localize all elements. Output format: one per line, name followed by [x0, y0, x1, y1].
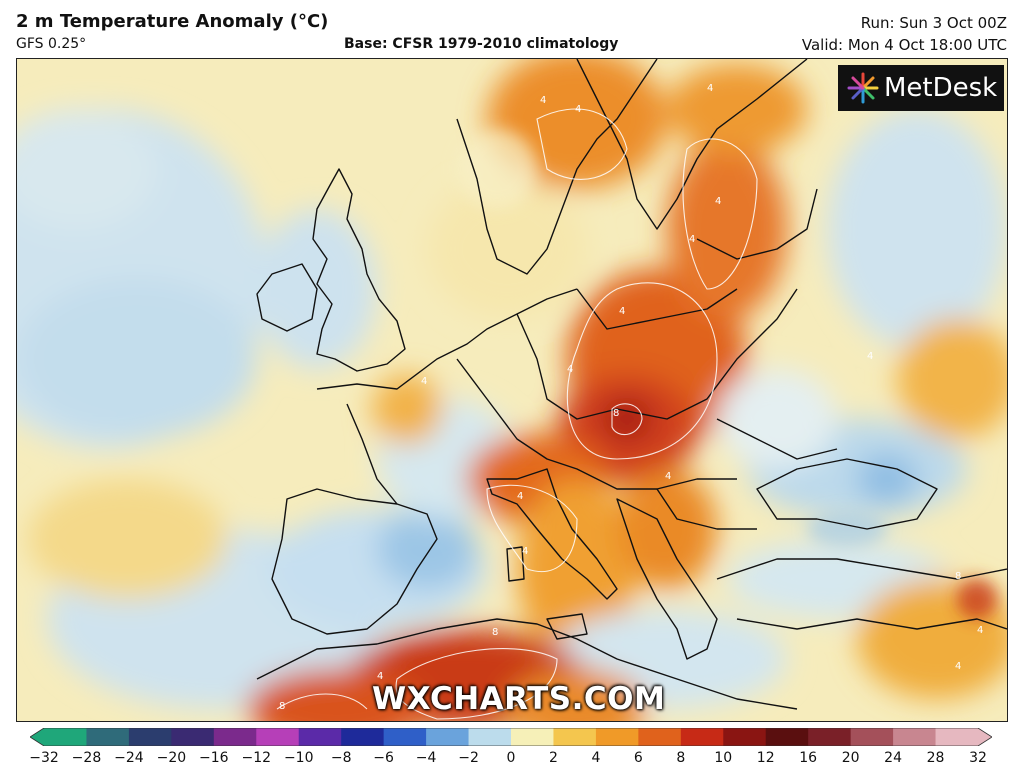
colorbar-max-arrow	[978, 728, 992, 746]
colorbar-segment	[808, 728, 852, 746]
colorbar-segment	[383, 728, 427, 746]
contour-labels: 4 4 4 4 4 4 4 4 8 8 8 4 4 4 4 8 4 4 4	[279, 83, 983, 712]
colorbar-segment	[723, 728, 767, 746]
colorbar-ticks: −32 −28 −24 −20 −16 −12 −10 −8 −6 −4 −2 0 2 4 6 8 10 12 16…	[0, 750, 1024, 770]
colorbar-tick-label: 8	[676, 750, 686, 766]
colorbar-tick-label: −20	[156, 750, 187, 766]
model-label: GFS 0.25°	[16, 36, 87, 52]
colorbar-tick-label: 12	[756, 750, 775, 766]
colorbar-segment	[638, 728, 682, 746]
contour-label: 4	[575, 104, 581, 115]
colorbar-tick-label: −10	[283, 750, 314, 766]
colorbar-tick-label: 32	[969, 750, 987, 766]
colorbar-tick-label: 6	[633, 750, 643, 766]
metdesk-logo-text: MetDesk	[884, 73, 998, 103]
contour-label: 4	[977, 625, 983, 636]
colorbar-tick-label: 4	[591, 750, 601, 766]
colorbar-tick-label: 0	[506, 750, 516, 766]
contour-label: 4	[421, 376, 427, 387]
contour-label: 4	[377, 671, 383, 682]
colorbar-tick-label: −6	[373, 750, 394, 766]
contour-label: 8	[613, 408, 619, 419]
colorbar-tick-label: −16	[199, 750, 229, 766]
contour-label: 4	[715, 196, 721, 207]
colorbar-segment	[511, 728, 555, 746]
anomaly-field	[17, 59, 1007, 721]
anomaly-field-detail	[457, 129, 997, 619]
colorbar-segment	[893, 728, 937, 746]
colorbar-segment	[850, 728, 894, 746]
colorbar-segment	[553, 728, 597, 746]
contour-label: 4	[619, 306, 625, 317]
metdesk-starburst-icon	[847, 72, 879, 104]
contour-label: 4	[567, 364, 573, 375]
coastlines	[256, 59, 1007, 710]
colorbar-min-arrow	[30, 728, 44, 746]
colorbar-tick-label: 28	[926, 750, 945, 766]
colorbar-tick-label: −32	[29, 750, 59, 766]
colorbar-tick-label: −24	[114, 750, 144, 766]
colorbar-segment	[595, 728, 639, 746]
contour-label: 8	[279, 701, 285, 712]
temperature-anomaly-map[interactable]: 4 4 4 4 4 4 4 4 8 8 8 4 4 4 4 8 4 4 4	[16, 58, 1008, 722]
contour-label: 4	[707, 83, 713, 94]
contour-label: 8	[492, 627, 498, 638]
colorbar-tick-label: 20	[841, 750, 860, 766]
colorbar-tick-label: −8	[330, 750, 352, 766]
colorbar-segment	[935, 728, 979, 746]
contour-label: 4	[522, 546, 528, 557]
valid-time-label: Valid: Mon 4 Oct 18:00 UTC	[801, 36, 1007, 54]
contour-lines	[276, 108, 758, 720]
colorbar-tick-label: −2	[458, 750, 479, 766]
contour-label: 4	[867, 351, 873, 362]
colorbar-segment	[680, 728, 724, 746]
colorbar-tick-label: 24	[884, 750, 902, 766]
contour-label: 8	[955, 571, 961, 582]
contour-label: 4	[689, 234, 695, 245]
contour-label: 4	[665, 471, 671, 482]
colorbar-tick-label: −28	[71, 750, 102, 766]
colorbar-tick-label: 2	[548, 750, 558, 766]
chart-header: 2 m Temperature Anomaly (°C) GFS 0.25° B…	[0, 0, 1024, 58]
colorbar-segment	[468, 728, 512, 746]
colorbar-segment	[256, 728, 300, 746]
colorbar-tick-label: 16	[799, 750, 818, 766]
colorbar-segment	[765, 728, 809, 746]
colorbar: −32 −28 −24 −20 −16 −12 −10 −8 −6 −4 −2 0 2 4 6 8 10 12 16…	[0, 722, 1024, 784]
base-climatology-label: Base: CFSR 1979-2010 climatology	[344, 36, 619, 52]
colorbar-segment	[213, 728, 257, 746]
colorbar-segment	[128, 728, 172, 746]
colorbar-gradient	[30, 728, 992, 746]
colorbar-segment	[298, 728, 342, 746]
metdesk-logo: MetDesk	[838, 65, 1004, 111]
colorbar-tick-label: −12	[241, 750, 272, 766]
colorbar-segment	[44, 728, 88, 746]
wxcharts-watermark: WXCHARTS.COM	[372, 681, 666, 717]
contour-label: 4	[955, 661, 961, 672]
chart-title: 2 m Temperature Anomaly (°C)	[16, 11, 329, 32]
colorbar-tick-label: 10	[714, 750, 733, 766]
contour-label: 4	[540, 95, 546, 106]
colorbar-segment	[171, 728, 215, 746]
colorbar-tick-label: −4	[415, 750, 437, 766]
map-canvas: 4 4 4 4 4 4 4 4 8 8 8 4 4 4 4 8 4 4 4	[17, 59, 1007, 721]
contour-label: 4	[517, 491, 523, 502]
run-label: Run: Sun 3 Oct 00Z	[860, 14, 1007, 32]
colorbar-segment	[86, 728, 130, 746]
colorbar-segment	[341, 728, 385, 746]
colorbar-segment	[426, 728, 470, 746]
